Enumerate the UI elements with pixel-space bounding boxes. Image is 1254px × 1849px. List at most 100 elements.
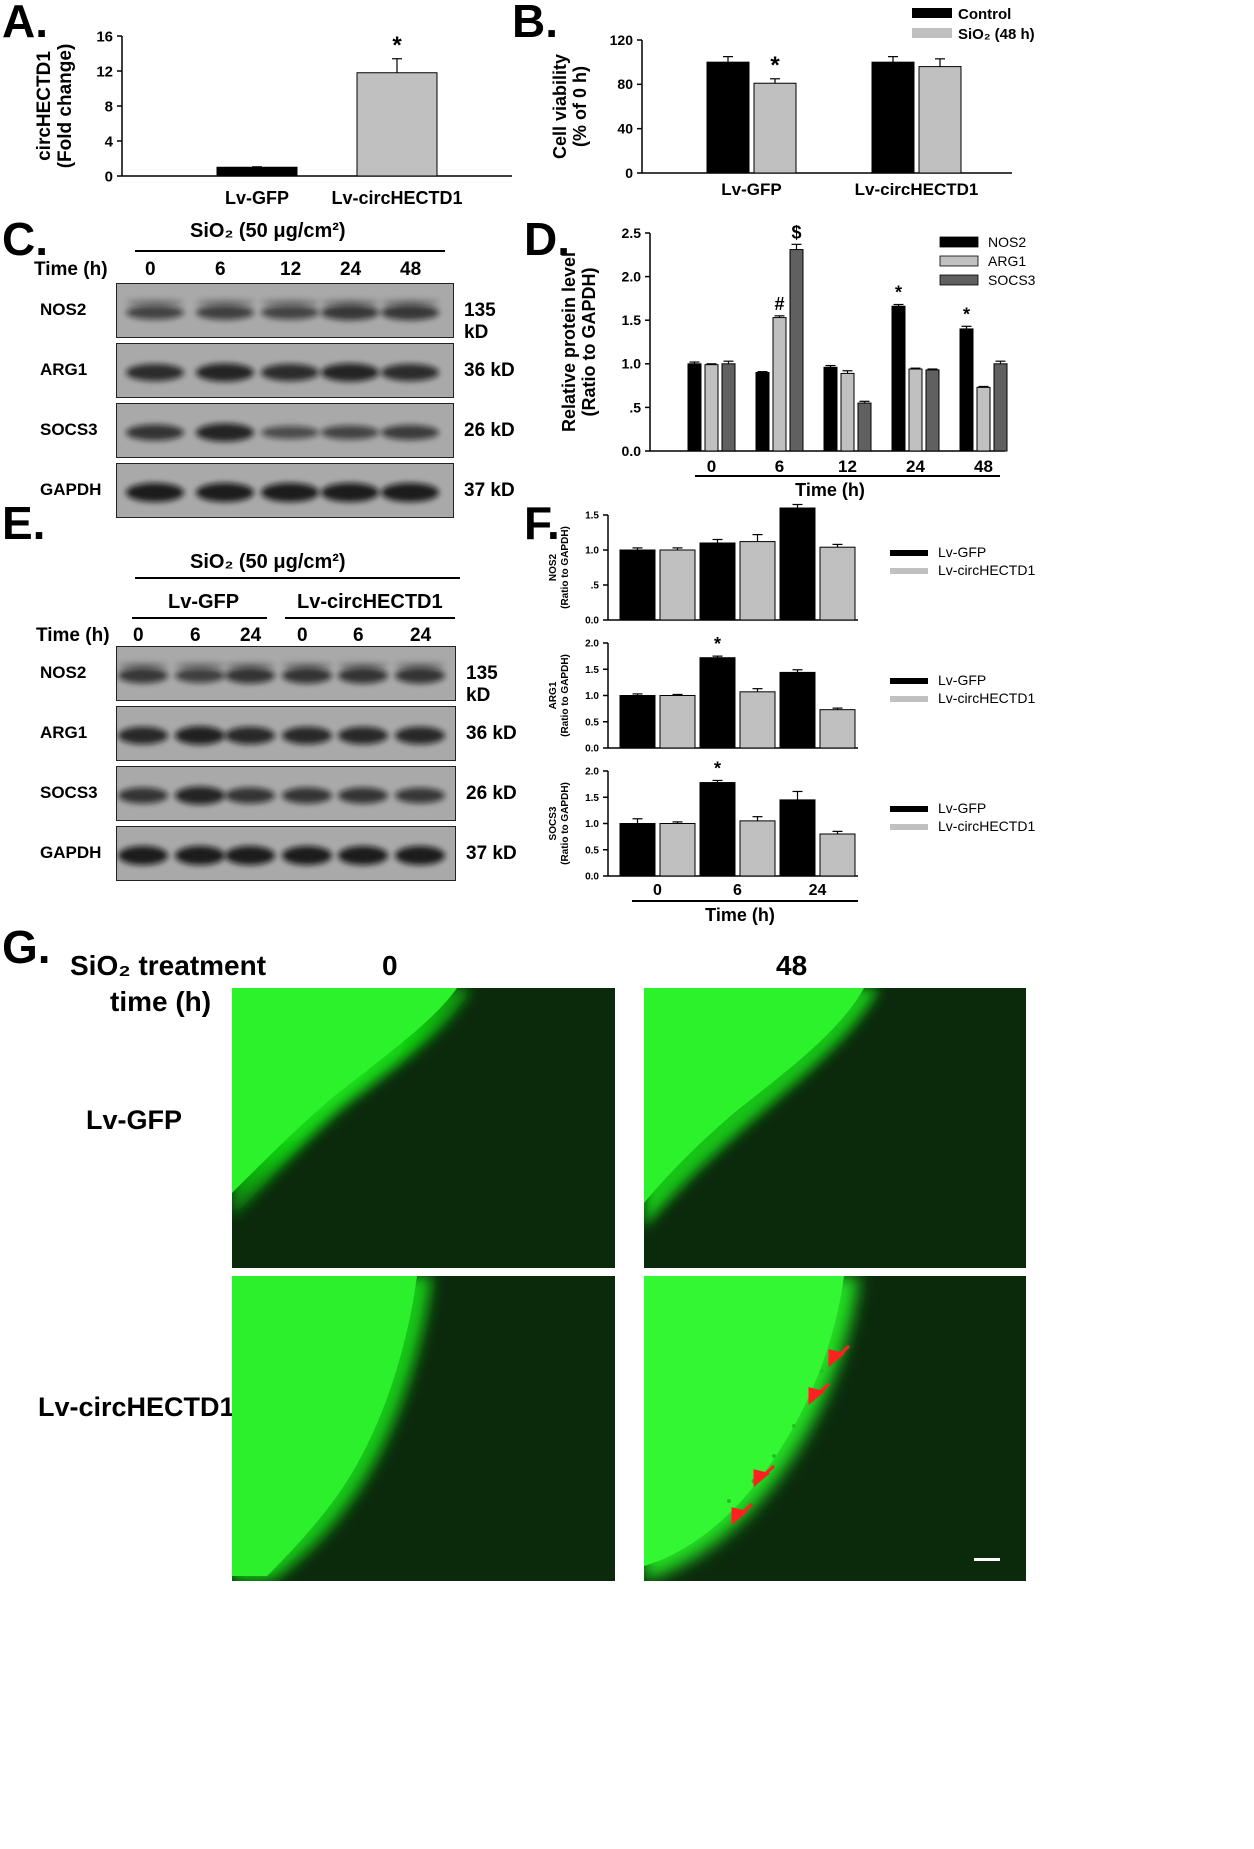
- legend-swatch: [890, 678, 928, 684]
- protein-band: [118, 667, 168, 684]
- protein-label: NOS2: [40, 662, 87, 682]
- significance-marker: *: [392, 32, 402, 59]
- protein-band-upper: [225, 662, 275, 669]
- bar: [823, 366, 838, 452]
- bar: [739, 820, 776, 877]
- micrograph-gfp-48h-image: [644, 988, 1026, 1268]
- bar: [739, 691, 776, 749]
- micrograph-gfp-0h: [232, 988, 615, 1268]
- lane-time-label: 6: [190, 625, 201, 646]
- legend-label: Lv-GFP: [938, 544, 986, 560]
- lane-time-label: 0: [133, 625, 144, 646]
- panel-label-g: G.: [2, 921, 51, 973]
- y-axis-label: NOS2: [548, 553, 559, 581]
- category-label: 12: [838, 457, 857, 476]
- lane-time-label: 24: [340, 259, 362, 280]
- molecular-weight-label: 26 kD: [464, 419, 515, 441]
- legend-swatch: [890, 696, 928, 702]
- y-tick-label: 2.0: [622, 269, 642, 285]
- bar: [659, 823, 696, 877]
- legend-label: Lv-circHECTD1: [938, 818, 1035, 834]
- column-label-0: 0: [382, 950, 398, 981]
- category-label: 6: [733, 882, 742, 899]
- x-axis-label: Time (h): [795, 480, 865, 500]
- legend-swatch: [890, 806, 928, 812]
- y-tick-label: 1.5: [585, 665, 599, 676]
- y-tick-label: 40: [617, 121, 633, 137]
- molecular-weight-label: 26 kD: [466, 782, 517, 804]
- protein-label: NOS2: [40, 299, 87, 319]
- protein-band: [321, 363, 379, 382]
- micrograph-gfp-48h: [644, 988, 1026, 1268]
- panel-label-b: B.: [512, 0, 558, 47]
- y-tick-label: 0: [105, 168, 113, 185]
- legend-label: ARG1: [988, 253, 1026, 269]
- legend-swatch: [912, 8, 952, 18]
- bar: [993, 363, 1008, 452]
- treatment-underline: [135, 250, 445, 252]
- y-axis-label: SOCS3: [548, 806, 559, 840]
- protein-band-upper: [261, 299, 319, 306]
- micrograph-gfp-0h-image: [232, 988, 615, 1268]
- bar: [871, 61, 915, 174]
- legend-swatch: [939, 255, 979, 267]
- legend-swatch: [912, 28, 952, 38]
- y-tick-label: 1.0: [585, 691, 599, 702]
- category-label: Lv-circHECTD1: [331, 188, 462, 208]
- treatment-underline: [135, 577, 460, 579]
- y-tick-label: 0.5: [585, 845, 599, 856]
- blot-strip: [116, 463, 454, 518]
- y-tick-label: 0.0: [585, 616, 599, 627]
- protein-band-upper: [282, 662, 332, 669]
- y-tick-label: .5: [629, 399, 641, 415]
- scale-bar: [974, 1558, 1000, 1561]
- legend-label: Control: [958, 6, 1011, 23]
- chart-d-protein-level: 0.0 .5 1.0 1.5 2.0 2.5 Relative protein level(…: [559, 222, 1036, 500]
- protein-band: [321, 304, 379, 321]
- micrograph-circhectd1-0h: [232, 1276, 615, 1581]
- bar: [857, 402, 872, 452]
- row-label-lv-gfp: Lv-GFP: [86, 1105, 183, 1135]
- molecular-weight-label: 37 kD: [466, 842, 517, 864]
- protein-band: [381, 483, 439, 502]
- protein-label: GAPDH: [40, 479, 102, 499]
- bar: [619, 823, 656, 877]
- protein-band: [175, 846, 225, 865]
- bar: [959, 328, 974, 452]
- bar: [976, 386, 991, 452]
- group-label-circ: Lv-circHECTD1: [297, 591, 443, 613]
- row-label-lv-circhectd1: Lv-circHECTD1: [38, 1392, 235, 1422]
- panel-label-e: E.: [2, 497, 46, 549]
- panel-label-d: D.: [524, 213, 570, 265]
- group-underline-circ: [285, 617, 455, 619]
- protein-label: GAPDH: [40, 842, 102, 862]
- protein-band-upper: [381, 299, 439, 306]
- micrograph-circhectd1-48h-image: [644, 1276, 1026, 1581]
- y-tick-label: .5: [591, 581, 600, 592]
- blot-panel-e: SiO₂ (50 μg/cm²) Lv-GFP Lv-circHECTD1 Ti…: [0, 540, 520, 890]
- bar: [819, 546, 856, 621]
- y-tick-label: 1.5: [585, 511, 599, 522]
- treatment-label: SiO₂ (50 μg/cm²): [190, 220, 346, 242]
- y-tick-label: 2.0: [585, 639, 599, 650]
- protein-band-upper: [338, 662, 388, 669]
- legend-swatch: [939, 274, 979, 286]
- y-tick-label: 4: [105, 133, 114, 150]
- protein-label: SOCS3: [40, 782, 98, 802]
- significance-marker: *: [770, 52, 780, 79]
- protein-band: [118, 846, 168, 865]
- protein-band: [381, 425, 439, 440]
- protein-band: [282, 667, 332, 684]
- protein-band: [321, 483, 379, 502]
- significance-marker: *: [963, 304, 970, 324]
- time-label: Time (h): [36, 625, 110, 646]
- y-tick-label: 1.5: [622, 312, 642, 328]
- protein-band: [381, 364, 439, 381]
- category-label: 6: [775, 457, 784, 476]
- protein-band-upper: [126, 299, 184, 306]
- protein-band-upper: [321, 299, 379, 306]
- micrograph-circhectd1-48h: [644, 1276, 1026, 1581]
- panel-label-a: A.: [2, 0, 48, 47]
- protein-band: [282, 726, 332, 745]
- protein-band: [261, 305, 319, 320]
